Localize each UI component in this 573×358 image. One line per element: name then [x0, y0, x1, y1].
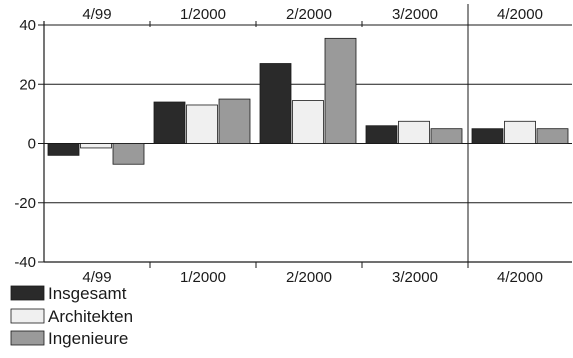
- legend-swatch-architekten: [11, 309, 44, 323]
- y-tick-label: 20: [19, 76, 36, 93]
- x-tick-label-top: 2/2000: [286, 6, 332, 23]
- bar-architekten-3: [399, 121, 430, 143]
- x-tick-label-top: 1/2000: [180, 6, 226, 23]
- bar-insgesamt-4: [472, 129, 503, 144]
- bars: [48, 38, 568, 164]
- x-tick-label-top: 3/2000: [392, 6, 438, 23]
- bar-insgesamt-3: [366, 126, 397, 144]
- bar-insgesamt-1: [154, 102, 185, 143]
- y-tick-label: 0: [28, 136, 36, 153]
- bar-ingenieure-3: [431, 129, 462, 144]
- bar-architekten-4: [505, 121, 536, 143]
- bar-architekten-1: [187, 105, 218, 144]
- bar-ingenieure-1: [219, 99, 250, 143]
- x-tick-label-bottom: 2/2000: [286, 269, 332, 286]
- legend: Insgesamt Architekten Ingenieure: [11, 284, 133, 348]
- bar-insgesamt-2: [260, 64, 291, 144]
- x-tick-label-top: 4/99: [82, 6, 111, 23]
- bar-ingenieure-0: [113, 144, 144, 165]
- x-tick-label-bottom: 3/2000: [392, 269, 438, 286]
- y-tick-label: -20: [14, 195, 36, 212]
- legend-label-insgesamt: Insgesamt: [48, 284, 127, 303]
- legend-label-architekten: Architekten: [48, 307, 133, 326]
- y-tick-label: -40: [14, 254, 36, 271]
- y-tick-labels: 40 20 0 -20 -40: [14, 17, 36, 271]
- x-tick-labels-top: 4/99 1/2000 2/2000 3/2000 4/2000: [82, 6, 543, 23]
- bar-architekten-0: [81, 144, 112, 148]
- x-tick-label-top: 4/2000: [497, 6, 543, 23]
- x-tick-labels-bottom: 4/99 1/2000 2/2000 3/2000 4/2000: [82, 269, 543, 286]
- legend-swatch-ingenieure: [11, 331, 44, 345]
- bar-insgesamt-0: [48, 144, 79, 156]
- bar-architekten-2: [293, 101, 324, 144]
- legend-label-ingenieure: Ingenieure: [48, 329, 128, 348]
- bar-ingenieure-2: [325, 38, 356, 143]
- x-tick-label-bottom: 4/2000: [497, 269, 543, 286]
- legend-swatch-insgesamt: [11, 286, 44, 300]
- bar-ingenieure-4: [537, 129, 568, 144]
- x-tick-label-bottom: 1/2000: [180, 269, 226, 286]
- y-tick-label: 40: [19, 17, 36, 34]
